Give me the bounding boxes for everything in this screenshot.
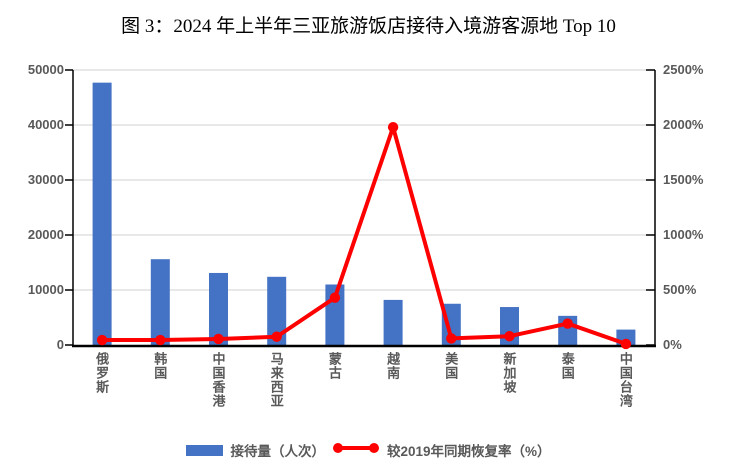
- category-label-新加坡: 新加坡: [501, 352, 517, 394]
- right-axis-label-1500%: 1500%: [663, 172, 704, 187]
- bar-马来西亚: [267, 276, 287, 345]
- left-axis-label-50000: 50000: [27, 62, 64, 77]
- category-label-马来西亚: 马来西亚: [268, 352, 284, 408]
- right-axis-label-500%: 500%: [663, 282, 697, 297]
- legend-line-swatch: [332, 441, 380, 460]
- category-label-蒙古: 蒙古: [326, 352, 342, 380]
- line-marker-俄罗斯: [96, 334, 108, 346]
- left-axis-label-10000: 10000: [27, 282, 64, 297]
- category-label-美国: 美国: [443, 352, 459, 380]
- category-label-泰国: 泰国: [559, 352, 575, 380]
- line-marker-蒙古: [329, 292, 341, 303]
- left-axis-label-0: 0: [56, 337, 64, 352]
- category-label-中国台湾: 中国台湾: [617, 352, 633, 408]
- category-label-俄罗斯: 俄罗斯: [94, 352, 110, 394]
- legend-bar-label: 接待量（人次）: [230, 444, 325, 459]
- recovery-line: [100, 125, 628, 346]
- category-label-中国香港: 中国香港: [210, 352, 226, 408]
- legend-line-label: 较2019年同期恢复率（%）: [386, 444, 551, 459]
- bar-俄罗斯: [92, 82, 112, 346]
- legend-bar-swatch: [186, 444, 224, 456]
- line-marker-中国香港: [213, 333, 224, 345]
- bar-中国香港: [209, 272, 228, 345]
- line-marker-新加坡: [504, 331, 515, 342]
- line-marker-韩国: [155, 334, 166, 346]
- line-marker-马来西亚: [271, 331, 282, 342]
- line-marker-美国: [446, 333, 457, 344]
- line-marker-中国台湾: [620, 338, 632, 350]
- bar-越南: [383, 299, 403, 345]
- right-axis-label-2000%: 2000%: [663, 117, 704, 132]
- left-axis-label-20000: 20000: [27, 227, 64, 242]
- right-axis-label-1000%: 1000%: [663, 227, 704, 242]
- category-label-韩国: 韩国: [152, 352, 168, 380]
- left-axis-label-30000: 30000: [27, 172, 64, 187]
- right-axis-label-2500%: 2500%: [663, 62, 704, 77]
- chart-title: 图 3：2024 年上半年三亚旅游饭店接待入境游客源地 Top 10: [121, 16, 616, 37]
- line-marker-泰国: [562, 318, 573, 329]
- bar-韩国: [150, 259, 170, 345]
- right-axis-label-0%: 0%: [663, 337, 682, 352]
- line-marker-越南: [387, 122, 399, 133]
- category-label-越南: 越南: [385, 352, 401, 380]
- legend: 接待量（人次） 较2019年同期恢复率（%）: [0, 440, 737, 460]
- left-axis-label-40000: 40000: [27, 117, 64, 132]
